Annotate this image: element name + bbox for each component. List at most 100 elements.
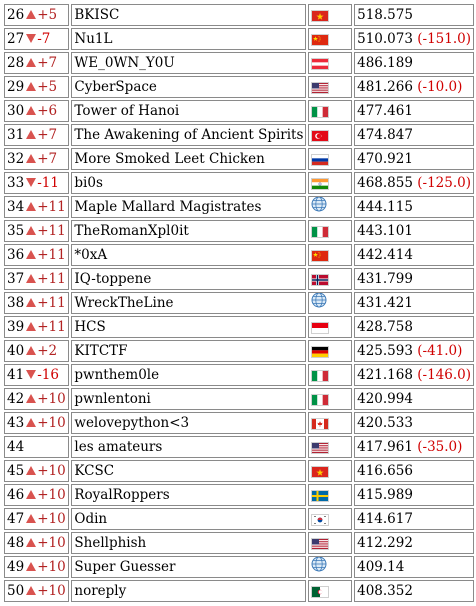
table-row: 30 +6 Tower of Hanoi 477.461 [4,100,474,122]
score-value: 468.855 [357,175,413,191]
team-name[interactable]: Tower of Hanoi [74,103,180,119]
rank-cell: 46 +10 [4,484,70,506]
trend-up-icon [26,130,37,139]
score-value: 431.799 [357,271,413,287]
team-name[interactable]: Nu1L [74,31,113,47]
score-cell: 443.101 [354,220,474,242]
score-cell: 415.989 [354,484,474,506]
team-name-cell[interactable]: Super Guesser [71,556,307,578]
team-name[interactable]: pwnthem0le [74,367,160,383]
team-name-cell[interactable]: RoyalRoppers [71,484,307,506]
team-name[interactable]: welovepython<3 [74,415,190,431]
team-name-cell[interactable]: Maple Mallard Magistrates [71,196,307,218]
team-name-cell[interactable]: TheRomanXpl0it [71,220,307,242]
rank-cell: 34 +11 [4,196,70,218]
team-name-cell[interactable]: *0xA [71,244,307,266]
team-name[interactable]: RoyalRoppers [74,487,170,503]
team-name[interactable]: The Awakening of Ancient Spirits [74,127,304,143]
country-cell [308,316,353,338]
team-name-cell[interactable]: More Smoked Leet Chicken [71,148,307,170]
score-value: 470.921 [357,151,413,167]
score-value: 412.292 [357,535,413,551]
team-name-cell[interactable]: pwnthem0le [71,364,307,386]
table-row: 40 +2 KITCTF 425.593 (-41.0) [4,340,474,362]
team-name-cell[interactable]: les amateurs [71,436,307,458]
score-cell: 416.656 [354,460,474,482]
score-value: 420.994 [357,391,413,407]
team-name[interactable]: Odin [74,511,108,527]
country-cell [308,292,353,314]
score-penalty: (-151.0) [417,31,471,47]
team-name-cell[interactable]: Odin [71,508,307,530]
team-name[interactable]: WE_0WN_Y0U [74,55,175,71]
team-name[interactable]: IQ-toppene [74,271,152,287]
team-name[interactable]: TheRomanXpl0it [74,223,189,239]
country-cell [308,4,353,26]
rank-number: 26 [7,7,25,23]
it-flag [311,369,330,382]
team-name[interactable]: les amateurs [74,439,163,455]
team-name[interactable]: KITCTF [74,343,128,359]
score-cell: 442.414 [354,244,474,266]
team-name[interactable]: *0xA [74,247,108,263]
team-name-cell[interactable]: The Awakening of Ancient Spirits [71,124,307,146]
team-name[interactable]: Super Guesser [74,559,176,575]
team-name[interactable]: CyberSpace [74,79,157,95]
team-name-cell[interactable]: noreply [71,580,307,602]
table-row: 28 +7 WE_0WN_Y0U 486.189 [4,52,474,74]
rank-number: 41 [7,367,25,383]
rank-cell: 42 +10 [4,388,70,410]
rank-cell: 49 +10 [4,556,70,578]
team-name-cell[interactable]: pwnlentoni [71,388,307,410]
team-name-cell[interactable]: IQ-toppene [71,268,307,290]
team-name-cell[interactable]: welovepython<3 [71,412,307,434]
team-name-cell[interactable]: WreckTheLine [71,292,307,314]
table-row: 46 +10 RoyalRoppers 415.989 [4,484,474,506]
country-cell [308,196,353,218]
team-name-cell[interactable]: Shellphish [71,532,307,554]
team-name-cell[interactable]: KCSC [71,460,307,482]
table-row: 41 -16 pwnthem0le 421.168 (-146.0) [4,364,474,386]
score-value: 518.575 [357,7,413,23]
country-cell [308,436,353,458]
score-penalty: (-10.0) [417,79,463,95]
score-cell: 474.847 [354,124,474,146]
trend-up-icon [26,514,37,523]
score-penalty: (-41.0) [417,343,463,359]
score-value: 510.073 [357,31,413,47]
team-name[interactable]: pwnlentoni [74,391,151,407]
rank-cell: 38 +11 [4,292,70,314]
team-name[interactable]: More Smoked Leet Chicken [74,151,265,167]
trend-up-icon [26,346,37,355]
score-cell: 470.921 [354,148,474,170]
team-name-cell[interactable]: BKISC [71,4,307,26]
rank-delta: +11 [37,319,66,335]
team-name-cell[interactable]: KITCTF [71,340,307,362]
team-name[interactable]: bi0s [74,175,103,191]
team-name-cell[interactable]: Nu1L [71,28,307,50]
it-flag [311,105,330,118]
score-value: 416.656 [357,463,413,479]
team-name[interactable]: noreply [74,583,127,599]
team-name[interactable]: Maple Mallard Magistrates [74,199,262,215]
rank-delta: +11 [37,199,66,215]
rank-cell: 40 +2 [4,340,70,362]
team-name[interactable]: WreckTheLine [74,295,174,311]
team-name[interactable]: HCS [74,319,106,335]
team-name[interactable]: KCSC [74,463,115,479]
team-name-cell[interactable]: HCS [71,316,307,338]
team-name[interactable]: BKISC [74,7,120,23]
team-name-cell[interactable]: bi0s [71,172,307,194]
score-cell: 408.352 [354,580,474,602]
team-name-cell[interactable]: CyberSpace [71,76,307,98]
score-cell: 486.189 [354,52,474,74]
country-cell [308,580,353,602]
rank-number: 29 [7,79,25,95]
country-cell [308,388,353,410]
rank-delta: +10 [37,391,66,407]
trend-up-icon [26,274,37,283]
team-name-cell[interactable]: Tower of Hanoi [71,100,307,122]
country-cell [308,244,353,266]
team-name[interactable]: Shellphish [74,535,147,551]
team-name-cell[interactable]: WE_0WN_Y0U [71,52,307,74]
